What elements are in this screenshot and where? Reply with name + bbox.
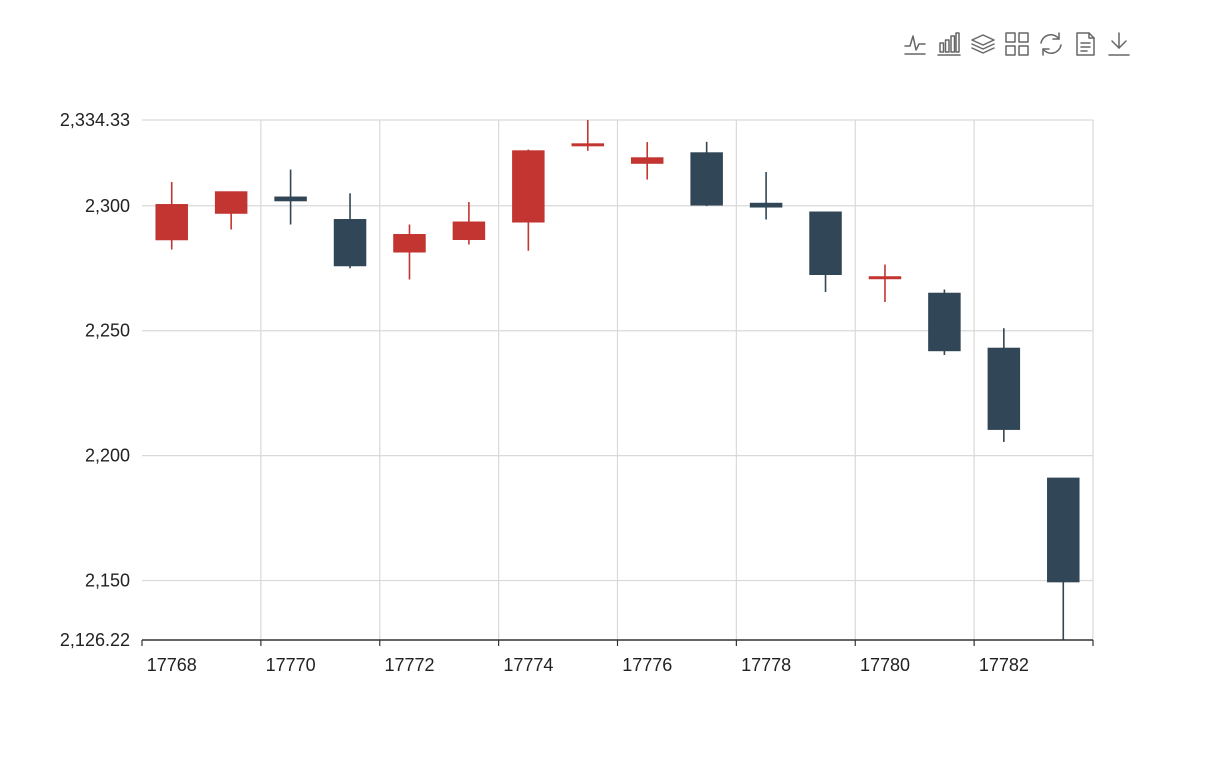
candle[interactable]: [809, 211, 842, 292]
candle[interactable]: [630, 142, 664, 180]
tiled-icon: [1005, 32, 1029, 56]
x-tick-label: 17770: [266, 655, 316, 675]
candle-body: [393, 234, 426, 253]
x-tick-label: 17774: [503, 655, 553, 675]
candle[interactable]: [749, 172, 783, 220]
bar-chart-button[interactable]: [934, 28, 964, 60]
y-tick-label: 2,150: [85, 571, 130, 591]
candle[interactable]: [1047, 477, 1080, 640]
y-tick-label: 2,126.22: [60, 630, 130, 650]
download-button[interactable]: [1104, 28, 1134, 60]
candle[interactable]: [155, 182, 188, 250]
line-chart-button[interactable]: [900, 28, 930, 60]
candle-body: [571, 143, 605, 147]
x-tick-label: 17782: [979, 655, 1029, 675]
candle[interactable]: [333, 193, 367, 269]
candle-body: [1047, 477, 1080, 583]
chart-grid: [142, 119, 1094, 640]
data-view-button[interactable]: [1070, 28, 1100, 60]
candle[interactable]: [690, 141, 723, 207]
candle-body: [809, 211, 842, 275]
candle-body: [868, 276, 902, 280]
x-tick-label: 17778: [741, 655, 791, 675]
stack-icon: [971, 34, 995, 54]
y-tick-label: 2,200: [85, 446, 130, 466]
candle[interactable]: [571, 120, 605, 151]
y-tick-label: 2,250: [85, 321, 130, 341]
candle[interactable]: [452, 202, 486, 245]
stack-button[interactable]: [968, 28, 998, 60]
candle[interactable]: [512, 149, 545, 251]
candle-body: [928, 292, 961, 352]
x-tick-label: 17780: [860, 655, 910, 675]
y-tick-label: 2,334.33: [60, 110, 130, 130]
y-axis-labels: 2,126.22 2,150 2,200 2,250 2,300 2,334.33: [60, 110, 130, 650]
refresh-icon: [1040, 32, 1062, 56]
chart-axes: [141, 639, 1094, 646]
bar-chart-icon: [937, 32, 961, 56]
candle-body: [987, 347, 1021, 430]
x-tick-label: 17776: [622, 655, 672, 675]
x-tick-label: 17768: [147, 655, 197, 675]
x-axis-labels: 17768 17770 17772 17774 17776 17778 17780 17782: [147, 655, 1029, 675]
candle[interactable]: [274, 169, 307, 225]
candle-body: [214, 191, 248, 214]
x-tick-label: 17772: [384, 655, 434, 675]
line-chart-icon: [904, 35, 926, 55]
download-icon: [1108, 32, 1130, 56]
chart-toolbox: [900, 28, 1134, 64]
candle-body: [512, 150, 545, 223]
candlestick-series: [155, 120, 1080, 640]
y-tick-label: 2,300: [85, 196, 130, 216]
candle-body: [630, 157, 664, 164]
candle[interactable]: [393, 224, 426, 280]
candle[interactable]: [868, 264, 902, 302]
tiled-button[interactable]: [1002, 28, 1032, 60]
candle-body: [452, 221, 486, 241]
data-view-icon: [1076, 32, 1095, 56]
candle-body: [333, 219, 367, 267]
candle-body: [155, 204, 188, 241]
refresh-button[interactable]: [1036, 28, 1066, 60]
candle[interactable]: [987, 328, 1021, 442]
candle-body: [274, 196, 307, 202]
candle[interactable]: [928, 289, 961, 355]
candle[interactable]: [214, 191, 248, 230]
candle-body: [690, 152, 723, 206]
candle-body: [749, 202, 783, 208]
